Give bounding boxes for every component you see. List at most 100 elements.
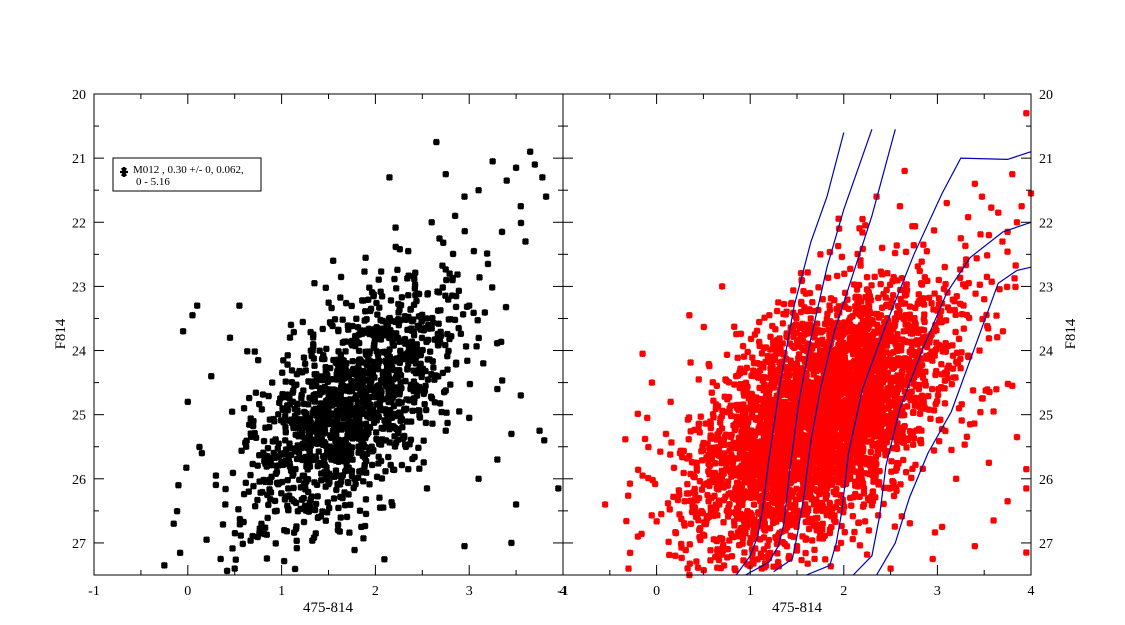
scatter-point (512, 164, 520, 172)
scatter-point (700, 481, 708, 488)
scatter-point (898, 274, 906, 282)
scatter-point (698, 507, 705, 515)
scatter-point (889, 349, 897, 356)
scatter-point (322, 284, 330, 292)
scatter-point (878, 400, 885, 408)
scatter-point (896, 424, 904, 432)
scatter-point (897, 342, 905, 350)
scatter-point (787, 383, 794, 391)
scatter-point (374, 356, 382, 364)
scatter-point (538, 173, 546, 181)
scatter-point (791, 370, 799, 378)
scatter-point (780, 434, 788, 442)
scatter-point (798, 556, 805, 564)
scatter-point (622, 517, 630, 525)
scatter-point (742, 444, 749, 451)
scatter-point (379, 317, 387, 325)
scatter-point (418, 316, 426, 324)
scatter-point (675, 491, 683, 498)
scatter-point (857, 466, 865, 474)
scatter-point (312, 500, 320, 508)
scatter-point (805, 487, 813, 495)
scatter-point (994, 209, 1002, 217)
scatter-point (396, 347, 404, 355)
scatter-point (956, 355, 964, 363)
scatter-point (324, 415, 332, 423)
scatter-point (669, 493, 677, 501)
scatter-point (751, 532, 758, 539)
scatter-point (323, 447, 331, 455)
y-tick-label: 21 (72, 152, 86, 167)
scatter-point (770, 373, 777, 381)
scatter-point (802, 448, 809, 456)
scatter-point (933, 307, 941, 314)
scatter-point (774, 558, 782, 566)
scatter-point (360, 297, 367, 304)
scatter-point (370, 408, 378, 416)
scatter-point (910, 380, 918, 388)
scatter-point (502, 303, 510, 311)
scatter-point (338, 370, 345, 377)
scatter-point (772, 510, 780, 518)
scatter-point (687, 520, 695, 528)
scatter-point (430, 376, 438, 384)
scatter-point (840, 503, 848, 511)
scatter-point (475, 334, 483, 342)
scatter-point (846, 314, 854, 321)
scatter-point (428, 314, 436, 322)
scatter-point (764, 494, 772, 502)
scatter-point (284, 361, 291, 369)
scatter-point (251, 348, 259, 355)
scatter-point (843, 476, 850, 484)
scatter-point (362, 254, 370, 262)
scatter-point (357, 523, 365, 531)
scatter-point (846, 337, 854, 345)
scatter-point (306, 457, 314, 465)
y-tick-label: 25 (72, 409, 86, 424)
scatter-point (956, 300, 964, 308)
scatter-point (786, 454, 793, 462)
scatter-point (930, 406, 938, 414)
scatter-point (826, 499, 834, 507)
scatter-point (212, 472, 220, 479)
scatter-point (807, 427, 815, 435)
scatter-point (753, 327, 761, 335)
scatter-point (854, 371, 861, 379)
scatter-point (731, 490, 738, 498)
scatter-point (779, 414, 787, 422)
scatter-point (351, 332, 359, 340)
scatter-point (789, 364, 796, 371)
scatter-point (384, 366, 392, 374)
scatter-point (304, 488, 312, 496)
scatter-point (835, 458, 842, 466)
scatter-point (713, 536, 721, 544)
scatter-point (429, 357, 437, 365)
scatter-point (893, 310, 901, 317)
scatter-point (693, 513, 701, 521)
scatter-point (823, 511, 831, 519)
scatter-point (481, 309, 489, 316)
scatter-point (268, 379, 276, 386)
scatter-point (857, 408, 864, 416)
scatter-point (748, 410, 756, 418)
scatter-point (263, 452, 271, 460)
scatter-point (695, 376, 703, 383)
scatter-point (387, 383, 395, 390)
scatter-point (722, 493, 729, 501)
scatter-point (790, 444, 798, 452)
scatter-point (851, 528, 858, 536)
scatter-point (457, 330, 465, 338)
scatter-point (362, 469, 370, 477)
scatter-point (251, 429, 259, 437)
scatter-point (706, 462, 714, 470)
scatter-point (921, 341, 929, 349)
scatter-point (879, 378, 887, 386)
scatter-point (493, 456, 501, 463)
scatter-point (790, 379, 798, 387)
scatter-point (794, 459, 802, 466)
scatter-point (366, 409, 374, 417)
scatter-point (813, 353, 821, 361)
scatter-point (346, 396, 354, 403)
scatter-point (744, 348, 752, 356)
